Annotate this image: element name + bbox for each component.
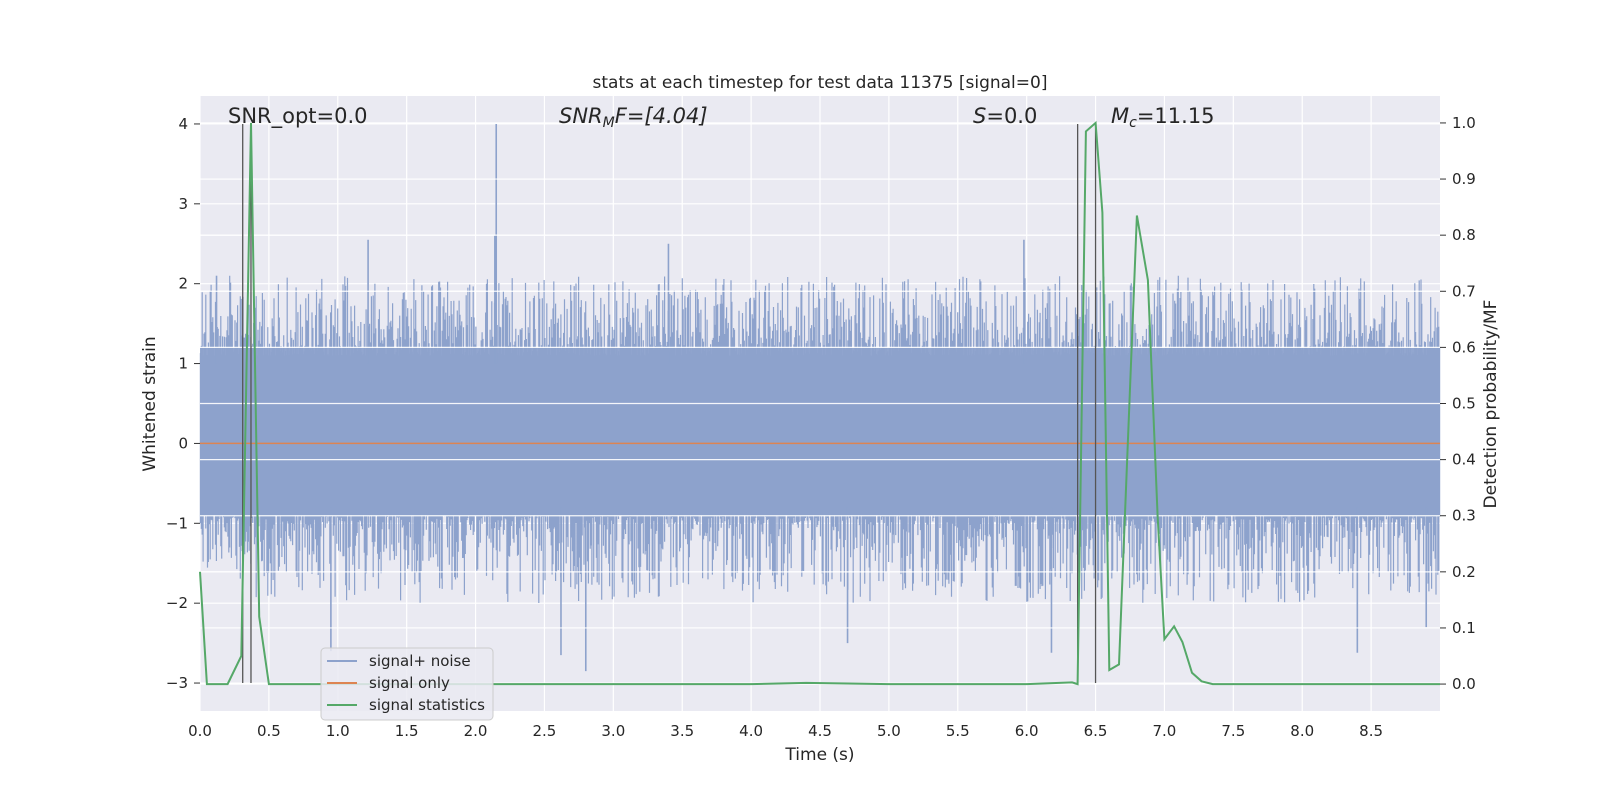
x-axis-ticks: 0.0 0.5 1.0 1.5 2.0 2.5 3.0 3.5 4.0 4.5 5.0 5.5 6.0 6…	[188, 722, 1383, 740]
x-tick-label: 7.0	[1153, 722, 1177, 740]
y2-tick-label: 0.1	[1452, 619, 1476, 637]
x-tick-label: 8.5	[1359, 722, 1383, 740]
y-tick-label: −1	[166, 514, 188, 532]
noise-trace	[199, 275, 1441, 603]
x-tick-label: 5.0	[877, 722, 901, 740]
annotation-mc: Mc=11.15	[1111, 104, 1215, 131]
y2-tick-label: 0.6	[1452, 338, 1476, 356]
x-tick-label: 5.5	[946, 722, 970, 740]
x-tick-label: 6.0	[1015, 722, 1039, 740]
annotation-s: S=0.0	[973, 104, 1037, 128]
y2-tick-label: 0.7	[1452, 282, 1476, 300]
signal-statistics-line	[199, 120, 1440, 686]
series-signal-statistics	[199, 120, 1440, 686]
y-tick-label: −3	[166, 674, 188, 692]
y2-tick-label: 0.8	[1452, 226, 1476, 244]
legend-label-signal-noise: signal+ noise	[369, 652, 471, 670]
legend-box	[320, 647, 494, 721]
x-tick-label: 3.0	[601, 722, 625, 740]
x-tick-label: 7.5	[1221, 722, 1245, 740]
annotation-snr-mf: SNRMF=[4.04]	[559, 104, 708, 131]
y-axis-ticks: −3 −2 −1 0 1 2 3 4	[166, 115, 200, 692]
y2-tick-label: 0.5	[1452, 395, 1476, 413]
x-tick-label: 0.5	[257, 722, 281, 740]
y-tick-label: −2	[166, 594, 188, 612]
chart-title: stats at each timestep for test data 113…	[593, 73, 1048, 93]
x-tick-label: 4.5	[808, 722, 832, 740]
x-tick-label: 2.0	[464, 722, 488, 740]
y-axis-label: Whitened strain	[140, 336, 160, 471]
y2-axis-label: Detection probability/MF	[1481, 300, 1501, 509]
y2-tick-label: 0.4	[1452, 451, 1476, 469]
y2-tick-label: 0.9	[1452, 170, 1476, 188]
x-tick-label: 2.5	[533, 722, 557, 740]
y2-axis-ticks: 0.0 0.1 0.2 0.3 0.4 0.5 0.6 0.7 0.8 0.9 1.0	[1440, 114, 1476, 693]
vertical-markers	[242, 123, 1097, 684]
x-tick-label: 1.5	[395, 722, 419, 740]
y2-tick-label: 0.2	[1452, 563, 1476, 581]
y2-tick-label: 1.0	[1452, 114, 1476, 132]
x-tick-label: 3.5	[670, 722, 694, 740]
y2-tick-label: 0.3	[1452, 507, 1476, 525]
y-tick-label: 4	[178, 115, 188, 133]
x-tick-label: 0.0	[188, 722, 212, 740]
y2-tick-label: 0.0	[1452, 675, 1476, 693]
legend-label-signal-only: signal only	[369, 674, 450, 692]
legend: signal+ noise signal only signal statist…	[320, 647, 494, 721]
x-tick-label: 1.0	[326, 722, 350, 740]
x-tick-label: 8.0	[1290, 722, 1314, 740]
x-axis-label: Time (s)	[784, 745, 854, 765]
y-tick-label: 1	[178, 355, 188, 373]
x-tick-label: 6.5	[1084, 722, 1108, 740]
x-tick-label: 4.0	[739, 722, 763, 740]
legend-label-signal-statistics: signal statistics	[369, 696, 485, 714]
annotation-snr-opt: SNR_opt=0.0	[228, 104, 368, 129]
y-tick-label: 2	[178, 275, 188, 293]
y-tick-label: 3	[178, 195, 188, 213]
y-tick-label: 0	[178, 434, 188, 452]
